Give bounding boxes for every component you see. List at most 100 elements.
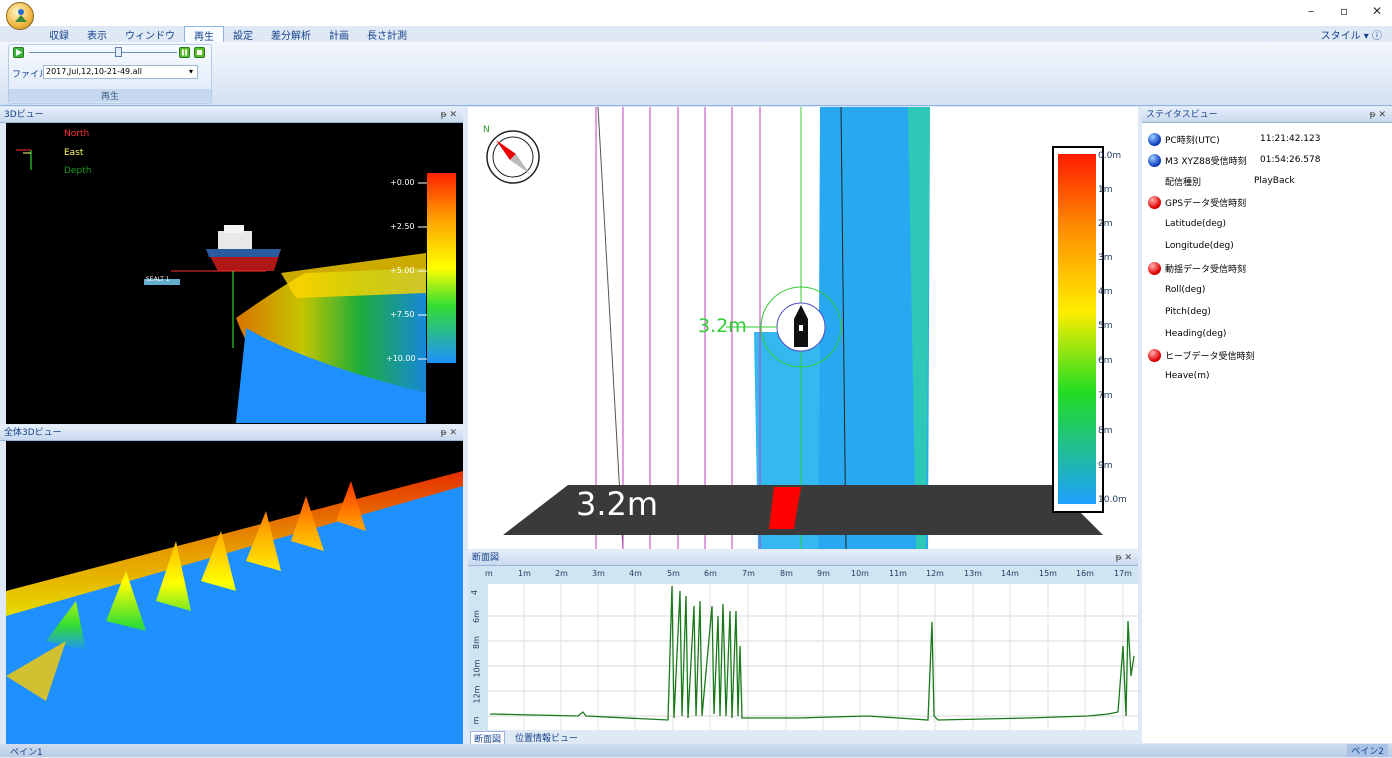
pane-controls-status[interactable]: ᵽ ✕	[1369, 110, 1386, 120]
tab-settings[interactable]: 設定	[233, 31, 253, 42]
pane-controls-all3d[interactable]: ᵽ ✕	[440, 428, 457, 438]
tab-window[interactable]: ウィンドウ	[125, 31, 175, 42]
status-dot-icon	[1148, 261, 1161, 275]
vessel-label: SEALT 1	[146, 276, 170, 283]
x-tick: m	[485, 569, 493, 578]
status-row: PC時刻(UTC) 11:21:42.123	[1148, 131, 1320, 147]
style-menu[interactable]: スタイル ▾ ⓘ	[1320, 31, 1382, 42]
status-bar-right: ペイン2	[1347, 744, 1388, 757]
status-value: PlayBack	[1254, 176, 1295, 186]
status-row: Longitude(deg)	[1165, 238, 1234, 254]
file-select[interactable]: 2017,Jul,12,10-21-49.all ▾	[43, 65, 198, 79]
status-row: M3 XYZ88受信時刻 01:54:26.578	[1148, 152, 1320, 168]
map-scale-label: 4m	[1098, 287, 1113, 297]
x-tick: 4m	[629, 569, 642, 578]
pane-title-status: ステイタスビュー ᵽ ✕	[1142, 107, 1392, 123]
ribbon-panel: ファイル 2017,Jul,12,10-21-49.all ▾ 再生	[0, 42, 1392, 106]
pane-controls-3d[interactable]: ᵽ ✕	[440, 110, 457, 120]
x-tick: 16m	[1076, 569, 1094, 578]
x-tick: 12m	[926, 569, 944, 578]
status-label: GPSデータ受信時刻	[1165, 198, 1247, 209]
map-scale-label: 2m	[1098, 219, 1113, 229]
x-tick: 17m	[1114, 569, 1132, 578]
tab-length-measure[interactable]: 長さ計測	[367, 31, 407, 42]
ribbon-tabs: 収録 表示 ウィンドウ 再生 設定 差分解析 計画 長さ計測	[40, 26, 416, 43]
status-row: Latitude(deg)	[1165, 216, 1226, 232]
x-tick: 3m	[592, 569, 605, 578]
pane-controls-section[interactable]: ᵽ ✕	[1115, 553, 1132, 563]
status-label: ヒーブデータ受信時刻	[1165, 351, 1255, 362]
map-scale-label: 8m	[1098, 426, 1113, 436]
restore-button[interactable]: ▫	[1340, 4, 1349, 18]
x-tick: 6m	[704, 569, 717, 578]
view-3d[interactable]: North East Depth +0.00 +2.50 +5.00 +7.50…	[6, 123, 463, 424]
depth-marker-label: 3.2m	[698, 315, 747, 337]
map-scale-label: 6m	[1098, 356, 1113, 366]
legend-east: East	[64, 148, 84, 158]
view-full-3d[interactable]	[6, 441, 463, 745]
file-label: ファイル	[12, 70, 49, 80]
y-tick: 10m	[472, 659, 482, 678]
map-view[interactable]: N 3.2m 3.2m 0.0m 1m 2m 3m 4m 5m 6m 7m 8m…	[468, 107, 1138, 549]
status-label: Latitude(deg)	[1165, 219, 1227, 229]
section-view[interactable]: m 1m 2m 3m 4m 5m 6m 7m 8m 9m 10m 11m 12m…	[468, 566, 1138, 730]
scale-label-3: +7.50	[390, 310, 415, 319]
status-label: Roll(deg)	[1165, 285, 1206, 295]
map-scale-label: 1m	[1098, 185, 1113, 195]
tab-playback[interactable]: 再生	[184, 26, 224, 43]
x-tick: 14m	[1001, 569, 1019, 578]
map-canvas	[486, 107, 1104, 549]
pane-title-status-label: ステイタスビュー	[1146, 110, 1218, 120]
x-tick: 5m	[667, 569, 680, 578]
tab-plan[interactable]: 計画	[329, 31, 349, 42]
map-scale-label: 0.0m	[1098, 151, 1122, 161]
y-tick: 4	[470, 589, 480, 596]
status-bar-left: ペイン1	[10, 748, 43, 758]
pane-title-3d: 3Dビュー ᵽ ✕	[0, 107, 463, 123]
y-tick: m	[471, 716, 481, 725]
pane-title-section: 断面図 ᵽ ✕	[468, 550, 1138, 566]
title-bar: – ▫ ✕	[0, 0, 1392, 30]
x-tick: 7m	[742, 569, 755, 578]
status-label: Pitch(deg)	[1165, 307, 1211, 317]
section-y-axis: 4 6m 8m 10m 12m m	[470, 584, 486, 730]
tab-diff-analysis[interactable]: 差分解析	[271, 31, 311, 42]
x-tick: 15m	[1039, 569, 1057, 578]
group-label: 再生	[9, 89, 211, 102]
map-scale-label: 3m	[1098, 253, 1113, 263]
close-button[interactable]: ✕	[1372, 4, 1383, 18]
tab-view[interactable]: 表示	[87, 31, 107, 42]
app-menu-button[interactable]	[6, 2, 34, 30]
playback-slider-thumb[interactable]	[115, 47, 122, 57]
scale-label-4: +10.00	[386, 354, 416, 363]
status-row: ヒーブデータ受信時刻	[1148, 347, 1254, 363]
map-scale-label: 10.0m	[1098, 495, 1127, 505]
scale-label-1: +2.50	[390, 222, 415, 231]
status-row: 配信種別 PlayBack	[1165, 173, 1295, 189]
pause-icon[interactable]	[179, 47, 190, 58]
stop-icon[interactable]	[194, 47, 205, 58]
compass-icon	[486, 130, 540, 184]
compass-north-label: N	[483, 125, 490, 135]
legend-north: North	[64, 129, 90, 139]
status-dot-icon	[1148, 132, 1161, 146]
y-tick: 6m	[471, 610, 481, 623]
status-label: M3 XYZ88受信時刻	[1165, 156, 1247, 167]
minimize-button[interactable]: –	[1308, 4, 1314, 18]
playback-slider[interactable]	[29, 52, 177, 53]
tab-record[interactable]: 収録	[49, 31, 69, 42]
status-bar: ペイン1 ペイン2	[0, 744, 1392, 758]
chevron-down-icon[interactable]: ▾	[188, 67, 193, 76]
app-logo-icon	[15, 9, 27, 22]
section-chart	[468, 566, 1138, 730]
play-icon[interactable]	[13, 47, 24, 58]
section-x-axis: m 1m 2m 3m 4m 5m 6m 7m 8m 9m 10m 11m 12m…	[468, 569, 1138, 583]
x-tick: 13m	[964, 569, 982, 578]
y-tick: 8m	[471, 636, 481, 649]
legend-depth: Depth	[64, 166, 92, 176]
map-scale-labels: 0.0m 1m 2m 3m 4m 5m 6m 7m 8m 9m 10.0m	[1096, 151, 1136, 511]
status-label: PC時刻(UTC)	[1165, 135, 1220, 146]
tab-position-info[interactable]: 位置情報ビュー	[515, 734, 579, 744]
x-tick: 8m	[780, 569, 793, 578]
status-row: Pitch(deg)	[1165, 304, 1211, 320]
